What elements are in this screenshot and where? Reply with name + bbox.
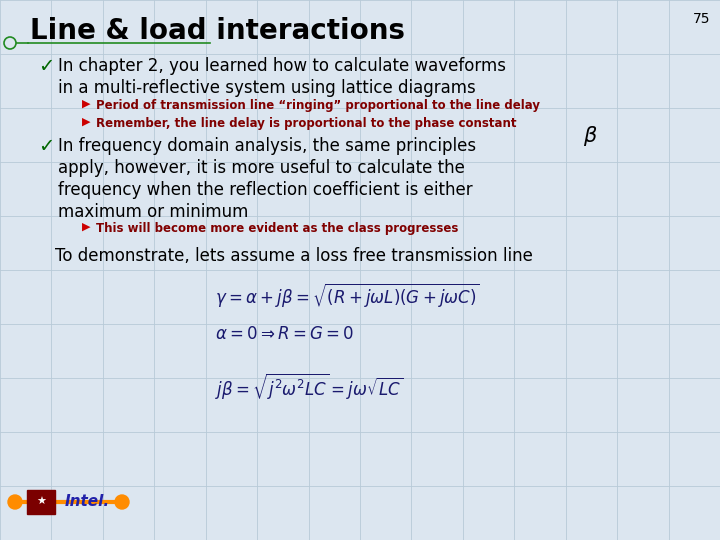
Text: In chapter 2, you learned how to calculate waveforms: In chapter 2, you learned how to calcula… bbox=[58, 57, 506, 75]
Text: Period of transmission line “ringing” proportional to the line delay: Period of transmission line “ringing” pr… bbox=[96, 99, 540, 112]
Text: maximum or minimum: maximum or minimum bbox=[58, 203, 248, 221]
Text: $\gamma = \alpha + j\beta = \sqrt{(R + j\omega L)(G + j\omega C)}$: $\gamma = \alpha + j\beta = \sqrt{(R + j… bbox=[215, 282, 480, 310]
Text: in a multi-reflective system using lattice diagrams: in a multi-reflective system using latti… bbox=[58, 79, 476, 97]
Text: ✓: ✓ bbox=[38, 137, 55, 156]
Text: apply, however, it is more useful to calculate the: apply, however, it is more useful to cal… bbox=[58, 159, 465, 177]
Text: ▶: ▶ bbox=[82, 222, 91, 232]
Text: This will become more evident as the class progresses: This will become more evident as the cla… bbox=[96, 222, 459, 235]
Text: $j\beta = \sqrt{j^2\omega^2 LC} = j\omega\sqrt{LC}$: $j\beta = \sqrt{j^2\omega^2 LC} = j\omeg… bbox=[215, 372, 403, 402]
Text: Line & load interactions: Line & load interactions bbox=[30, 17, 405, 45]
Text: frequency when the reflection coefficient is either: frequency when the reflection coefficien… bbox=[58, 181, 472, 199]
Circle shape bbox=[115, 495, 129, 509]
Text: ▶: ▶ bbox=[82, 117, 91, 127]
Text: To demonstrate, lets assume a loss free transmission line: To demonstrate, lets assume a loss free … bbox=[55, 247, 533, 265]
Circle shape bbox=[8, 495, 22, 509]
Circle shape bbox=[4, 37, 16, 49]
Text: Remember, the line delay is proportional to the phase constant: Remember, the line delay is proportional… bbox=[96, 117, 516, 130]
Bar bbox=[27, 490, 55, 514]
Text: In frequency domain analysis, the same principles: In frequency domain analysis, the same p… bbox=[58, 137, 476, 155]
Text: 75: 75 bbox=[693, 12, 710, 26]
Text: ★: ★ bbox=[36, 497, 46, 507]
Text: ✓: ✓ bbox=[38, 57, 55, 76]
Text: ▶: ▶ bbox=[82, 99, 91, 109]
Text: $\beta$: $\beta$ bbox=[583, 124, 598, 148]
Text: $\alpha = 0 \Rightarrow R = G = 0$: $\alpha = 0 \Rightarrow R = G = 0$ bbox=[215, 325, 354, 343]
Text: Intеl.: Intеl. bbox=[65, 495, 110, 510]
